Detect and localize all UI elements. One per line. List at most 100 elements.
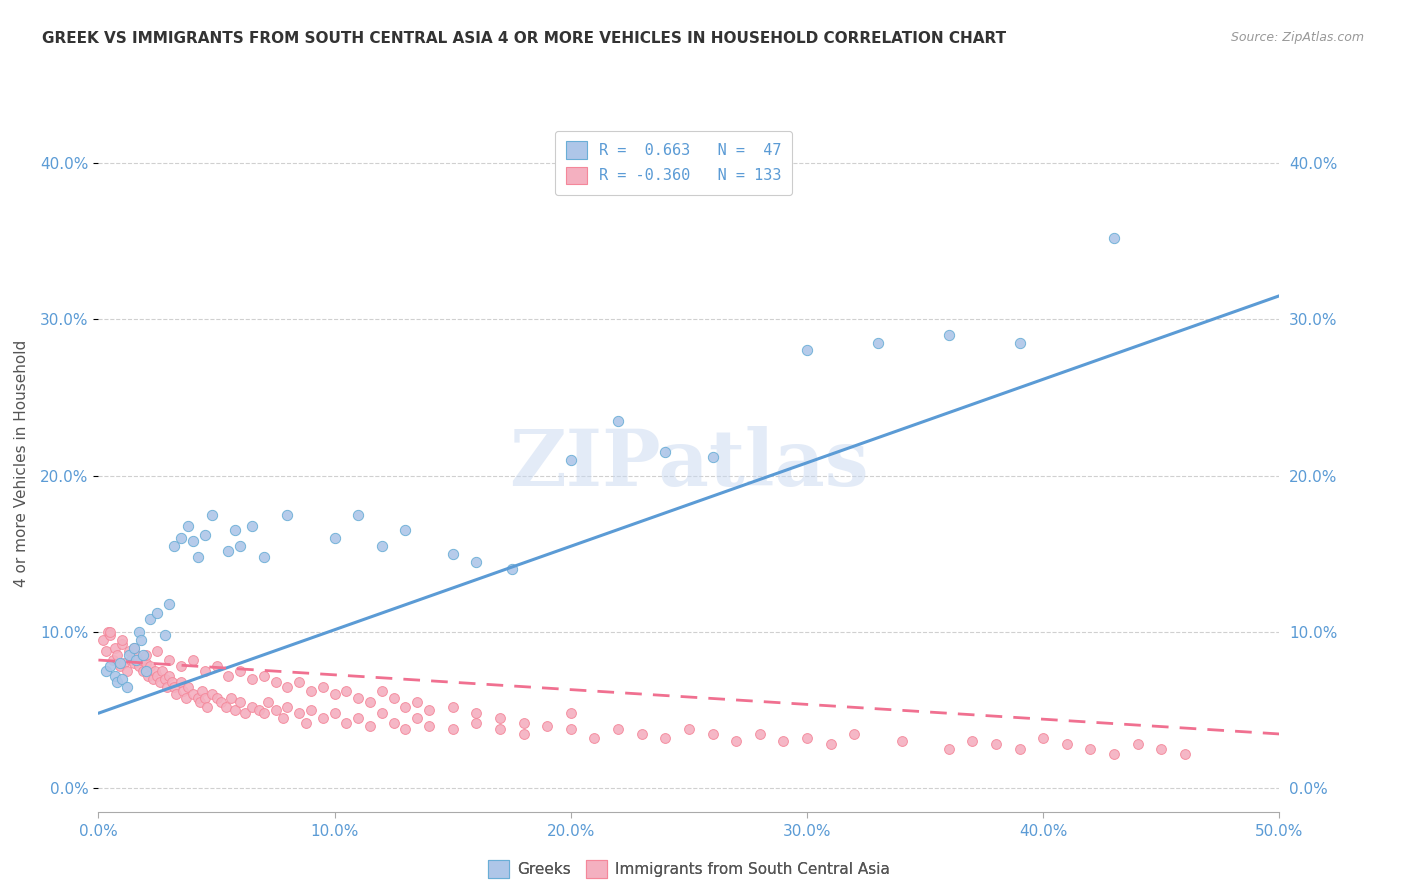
Point [359,719,381,733]
Point [984,738,1007,752]
Point [418,703,440,717]
Point [233,706,256,721]
Point [654,445,676,459]
Point [217,669,239,683]
Point [135,664,157,678]
Point [465,555,488,569]
Point [607,414,630,428]
Point [583,731,606,746]
Legend: Greeks, Immigrants from South Central Asia: Greeks, Immigrants from South Central As… [482,855,896,884]
Point [139,659,162,673]
Point [205,690,228,705]
Point [136,669,159,683]
Point [181,653,204,667]
Point [108,656,131,670]
Point [146,669,169,683]
Point [215,700,238,714]
Point [209,695,232,709]
Point [146,606,169,620]
Point [276,508,298,522]
Point [115,680,138,694]
Point [129,632,152,647]
Point [890,734,912,748]
Point [108,659,131,673]
Point [276,680,298,694]
Point [501,562,523,576]
Point [536,719,558,733]
Point [181,688,204,702]
Point [191,684,214,698]
Point [172,684,194,698]
Point [441,700,464,714]
Point [125,648,148,663]
Point [224,523,246,537]
Point [111,672,134,686]
Point [205,659,228,673]
Point [229,539,252,553]
Point [347,690,370,705]
Point [121,653,143,667]
Point [157,597,180,611]
Point [938,742,960,756]
Point [122,640,145,655]
Text: ZIPatlas: ZIPatlas [509,425,869,502]
Point [146,643,169,657]
Point [441,547,464,561]
Point [702,726,724,740]
Point [253,669,276,683]
Point [157,669,180,683]
Point [105,648,128,663]
Point [177,680,200,694]
Point [312,680,335,694]
Point [299,703,322,717]
Point [139,612,162,626]
Point [1102,747,1125,761]
Point [271,711,294,725]
Point [299,684,322,698]
Point [219,690,242,705]
Point [489,711,512,725]
Point [253,549,276,564]
Point [177,518,200,533]
Point [104,640,127,655]
Point [195,700,218,714]
Point [371,684,394,698]
Point [465,715,488,730]
Point [104,669,127,683]
Point [98,659,121,673]
Point [150,664,173,678]
Point [160,675,183,690]
Point [335,715,357,730]
Point [187,549,209,564]
Point [1008,742,1031,756]
Point [194,528,217,542]
Point [253,706,276,721]
Point [1174,747,1197,761]
Point [1032,731,1054,746]
Point [111,632,134,647]
Point [1102,231,1125,245]
Point [170,659,193,673]
Point [1126,738,1149,752]
Point [820,738,842,752]
Point [938,327,960,342]
Point [101,653,124,667]
Point [962,734,984,748]
Point [406,711,429,725]
Point [149,675,172,690]
Point [441,722,464,736]
Point [122,656,145,670]
Point [512,715,534,730]
Point [257,695,280,709]
Point [678,722,700,736]
Point [866,335,889,350]
Point [288,706,311,721]
Point [725,734,748,748]
Point [163,539,186,553]
Point [97,624,120,639]
Point [264,703,287,717]
Point [132,664,155,678]
Y-axis label: 4 or more Vehicles in Household: 4 or more Vehicles in Household [14,340,30,588]
Point [153,672,176,686]
Point [335,684,357,698]
